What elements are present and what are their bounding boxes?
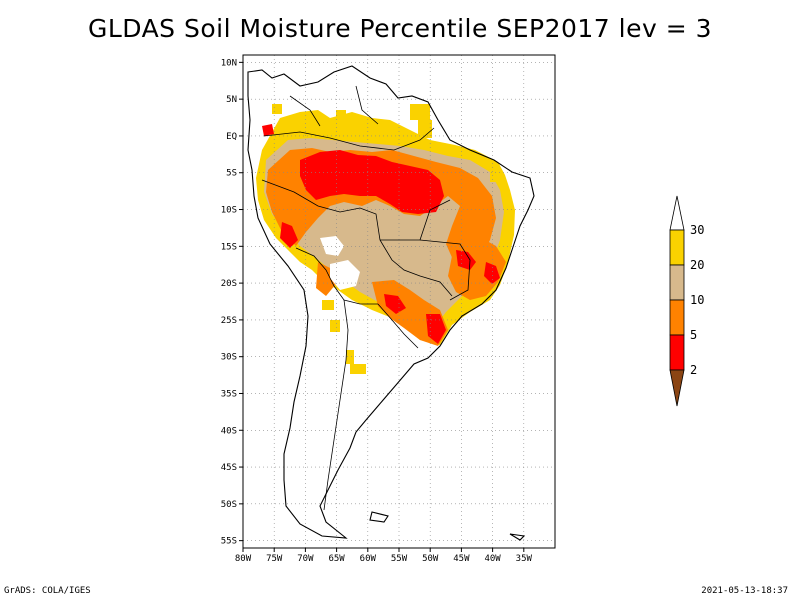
- lat-tick-label: EQ: [226, 132, 237, 142]
- lon-tick-label: 60W: [360, 554, 377, 564]
- colorbar: 30 20 10 5 2: [669, 195, 704, 407]
- lat-tick-label: 10N: [221, 58, 237, 68]
- colorbar-label: 5: [690, 328, 697, 342]
- footer-credit: GrADS: COLA/IGES: [4, 586, 91, 596]
- colorbar-segment: [669, 299, 685, 336]
- lon-tick-label: 55W: [391, 554, 408, 564]
- lat-tick-label: 40S: [221, 426, 237, 436]
- footer-timestamp: 2021-05-13-18:37: [701, 586, 788, 596]
- lat-tick-label: 20S: [221, 279, 237, 289]
- longitude-axis: 80W 75W 70W 65W 60W 55W 50W 45W 40W 35W: [235, 548, 533, 564]
- colorbar-label: 30: [690, 223, 704, 237]
- colorbar-segment: [669, 334, 685, 371]
- coastlines: [247, 65, 535, 541]
- lat-tick-label: 50S: [221, 500, 237, 510]
- lat-tick-label: 5N: [226, 95, 237, 105]
- colorbar-segment: [669, 229, 685, 266]
- colorbar-bottom-arrow: [669, 369, 685, 407]
- colorbar-segment: [669, 264, 685, 301]
- lon-tick-label: 80W: [235, 554, 252, 564]
- colorbar-top-arrow: [669, 195, 685, 231]
- lat-tick-label: 35S: [221, 389, 237, 399]
- lat-tick-label: 25S: [221, 316, 237, 326]
- percentile-field: [256, 104, 515, 374]
- lon-tick-label: 35W: [516, 554, 533, 564]
- map-grid: [242, 55, 555, 548]
- lon-tick-label: 75W: [266, 554, 283, 564]
- colorbar-label: 2: [690, 363, 697, 377]
- colorbar-label: 20: [690, 258, 704, 272]
- lon-tick-label: 70W: [297, 554, 314, 564]
- lat-tick-label: 5S: [226, 169, 237, 179]
- lat-tick-label: 30S: [221, 353, 237, 363]
- lon-tick-label: 50W: [422, 554, 439, 564]
- lon-tick-label: 45W: [453, 554, 470, 564]
- lon-tick-label: 65W: [328, 554, 345, 564]
- country-borders: [261, 85, 471, 511]
- latitude-axis: 10N 5N EQ 5S 10S 15S 20S 25S 30S 35S 40S 45S 50S 55S: [221, 58, 243, 547]
- lat-tick-label: 10S: [221, 206, 237, 216]
- lat-tick-label: 55S: [221, 537, 237, 547]
- lat-tick-label: 45S: [221, 463, 237, 473]
- lon-tick-label: 40W: [484, 554, 501, 564]
- colorbar-label: 10: [690, 293, 704, 307]
- lat-tick-label: 15S: [221, 242, 237, 252]
- map-title: GLDAS Soil Moisture Percentile SEP2017 l…: [87, 14, 713, 43]
